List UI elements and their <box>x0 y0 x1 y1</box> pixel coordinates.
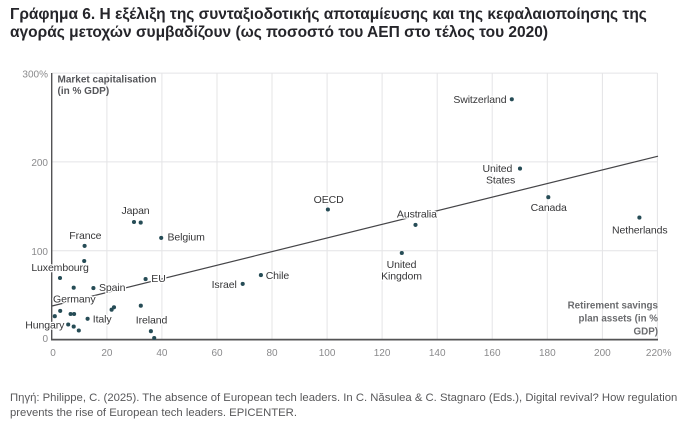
svg-text:0: 0 <box>50 348 56 359</box>
svg-text:120: 120 <box>374 348 391 359</box>
svg-text:180: 180 <box>539 348 556 359</box>
svg-text:20: 20 <box>101 348 113 359</box>
svg-text:300%: 300% <box>22 70 48 81</box>
svg-text:160: 160 <box>484 348 501 359</box>
svg-text:60: 60 <box>211 348 223 359</box>
svg-text:France: France <box>69 230 101 242</box>
svg-text:40: 40 <box>156 348 168 359</box>
svg-text:Kingdom: Kingdom <box>381 270 422 282</box>
svg-text:Israel: Israel <box>212 279 237 291</box>
svg-text:OECD: OECD <box>314 194 344 206</box>
svg-text:Italy: Italy <box>93 314 113 326</box>
svg-text:80: 80 <box>266 348 278 359</box>
svg-text:0: 0 <box>42 334 48 345</box>
svg-text:Switzerland: Switzerland <box>453 94 506 106</box>
svg-text:United: United <box>387 259 417 271</box>
svg-text:States: States <box>486 174 515 186</box>
svg-text:Spain: Spain <box>99 282 126 294</box>
svg-text:Belgium: Belgium <box>168 232 206 244</box>
svg-text:100: 100 <box>31 247 48 258</box>
svg-text:Hungary: Hungary <box>25 320 65 332</box>
svg-text:Germany: Germany <box>53 293 96 305</box>
svg-text:Ireland: Ireland <box>136 314 168 326</box>
svg-text:plan assets (in %: plan assets (in % <box>579 314 659 325</box>
svg-text:220%: 220% <box>646 348 672 359</box>
svg-text:Australia: Australia <box>397 209 437 221</box>
svg-text:140: 140 <box>429 348 446 359</box>
svg-text:Market capitalisation: Market capitalisation <box>58 75 157 86</box>
svg-text:Retirement savings: Retirement savings <box>568 301 659 312</box>
svg-text:(in % GDP): (in % GDP) <box>58 86 110 97</box>
svg-text:Netherlands: Netherlands <box>612 224 668 236</box>
svg-text:200: 200 <box>594 348 611 359</box>
svg-text:100: 100 <box>319 348 336 359</box>
svg-text:Japan: Japan <box>121 205 149 217</box>
svg-text:Chile: Chile <box>266 270 290 282</box>
svg-text:GDP): GDP) <box>634 327 659 338</box>
svg-text:200: 200 <box>31 158 48 169</box>
svg-text:EU: EU <box>151 273 165 285</box>
svg-text:United: United <box>483 163 513 175</box>
svg-text:Canada: Canada <box>531 202 567 214</box>
svg-text:Luxembourg: Luxembourg <box>31 262 89 274</box>
